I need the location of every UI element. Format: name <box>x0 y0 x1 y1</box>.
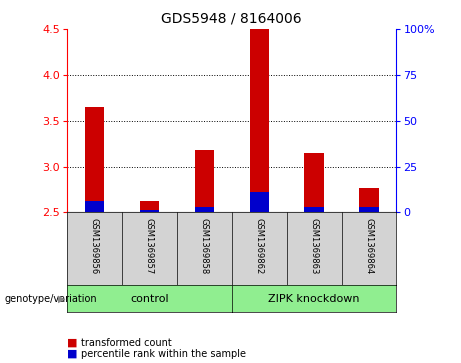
Bar <box>249 192 269 212</box>
Bar <box>195 207 214 212</box>
Bar <box>140 210 159 212</box>
Text: GSM1369858: GSM1369858 <box>200 218 209 274</box>
Text: GSM1369863: GSM1369863 <box>309 218 319 274</box>
Text: control: control <box>130 294 169 303</box>
Text: genotype/variation: genotype/variation <box>5 294 97 303</box>
Text: ZIPK knockdown: ZIPK knockdown <box>268 294 360 303</box>
Bar <box>249 29 269 212</box>
Bar <box>304 153 324 212</box>
Text: GSM1369856: GSM1369856 <box>90 218 99 274</box>
Title: GDS5948 / 8164006: GDS5948 / 8164006 <box>161 11 302 25</box>
Text: GSM1369857: GSM1369857 <box>145 218 154 274</box>
Text: percentile rank within the sample: percentile rank within the sample <box>81 349 246 359</box>
Text: GSM1369864: GSM1369864 <box>365 218 373 274</box>
Bar <box>304 207 324 212</box>
Text: ■: ■ <box>67 338 77 348</box>
Bar <box>85 201 104 212</box>
Text: ■: ■ <box>67 349 77 359</box>
Text: GSM1369862: GSM1369862 <box>254 218 264 274</box>
Bar <box>360 188 378 212</box>
Bar <box>85 107 104 212</box>
Text: transformed count: transformed count <box>81 338 171 348</box>
Bar <box>195 150 214 212</box>
Bar <box>140 201 159 212</box>
Bar <box>360 207 378 212</box>
Text: ▶: ▶ <box>58 294 65 303</box>
